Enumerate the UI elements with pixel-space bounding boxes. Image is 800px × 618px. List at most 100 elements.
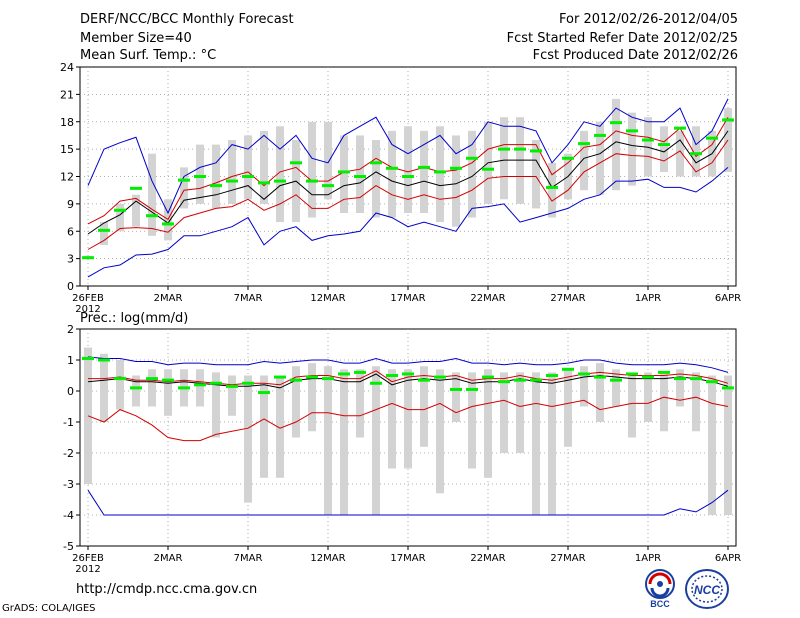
prec-ytick-label: -3 [63, 478, 74, 491]
prec-ytick-label: 2 [67, 323, 74, 336]
temp-control-marker [258, 181, 270, 185]
prec-control-marker [306, 375, 318, 379]
variable-label: Mean Surf. Temp.: °C [80, 48, 217, 63]
prec-control-marker [146, 377, 158, 381]
temp-control-marker [178, 178, 190, 182]
temp-spread-box [500, 117, 508, 200]
temp-red-low-line [87, 139, 729, 250]
prec-control-marker [162, 378, 174, 382]
temp-spread-box [324, 121, 332, 200]
temp-control-marker [546, 185, 558, 189]
temp-control-marker [98, 228, 110, 232]
temp-ytick-label: 12 [60, 171, 74, 184]
temp-ytick-label: 3 [67, 253, 74, 266]
prec-control-marker [194, 383, 206, 387]
prec-control-marker [370, 381, 382, 385]
chart-title: DERF/NCC/BCC Monthly Forecast [80, 12, 294, 27]
prec-spread-box [548, 372, 556, 515]
prec-control-marker [658, 370, 670, 374]
prec-spread-box [516, 372, 524, 453]
prec-control-marker [98, 358, 110, 362]
temp-spread-box [404, 126, 412, 213]
prec-control-marker [354, 370, 366, 374]
temp-spread-box [180, 167, 188, 209]
temp-xtick-label: 2MAR [154, 293, 183, 304]
prec-control-marker [322, 377, 334, 381]
temp-spread-box [436, 126, 444, 223]
prec-ensemble-mean-line [87, 373, 729, 389]
prec-spread-box [628, 375, 636, 438]
prec-control-marker [178, 386, 190, 390]
prec-red-high-line [88, 370, 729, 386]
prec-xtick-label: 6APR [715, 553, 741, 564]
prec-xtick-label: 22MAR [470, 553, 505, 564]
temp-spread-box [132, 194, 140, 227]
prec-ytick-label: 1 [67, 354, 74, 367]
source-url[interactable]: http://cmdp.ncc.cma.gov.cn [76, 582, 258, 597]
prec-xtick-label: 12MAR [310, 553, 345, 564]
temp-spread-box [372, 140, 380, 218]
prec-blue-high-line [87, 356, 729, 373]
prec-control-marker [450, 387, 462, 391]
prec-xtick-label: 2MAR [154, 553, 183, 564]
prec-ytick-label: -1 [63, 416, 74, 429]
prec-spread-box [468, 372, 476, 469]
temp-control-marker [194, 175, 206, 178]
temp-spread-box [244, 135, 252, 200]
prec-xtick-year: 2012 [75, 564, 100, 575]
produced-date: Fcst Produced Date 2012/02/26 [532, 48, 738, 63]
temp-ytick-label: 24 [60, 61, 74, 74]
temp-control-marker [466, 156, 478, 160]
prec-xtick-label: 27MAR [550, 553, 585, 564]
temp-control-marker [674, 126, 686, 130]
temp-control-marker [114, 208, 126, 212]
prec-ytick-label: 0 [67, 385, 74, 398]
temp-spread-box [212, 144, 220, 209]
temp-spread-box [468, 130, 476, 218]
prec-ytick-label: -5 [63, 540, 74, 553]
temp-spread-box [308, 121, 316, 218]
temp-control-marker [146, 214, 158, 218]
temp-spread-box [676, 130, 684, 177]
temp-spread-box [420, 130, 428, 213]
prec-spread-box [580, 366, 588, 407]
prec-spread-box [324, 366, 332, 515]
bcc-logo: BCC [645, 569, 675, 608]
temp-xtick-label: 22MAR [470, 293, 505, 304]
temp-control-marker [306, 179, 318, 183]
temp-spread-box [276, 126, 284, 223]
prec-control-marker [626, 372, 638, 376]
temp-xtick-year: 2012 [75, 304, 100, 315]
prec-control-marker [418, 378, 430, 382]
temp-xtick-label: 7MAR [234, 293, 263, 304]
temp-spread-box [196, 144, 204, 204]
prec-control-marker [290, 378, 302, 382]
prec-spread-box [388, 369, 396, 469]
prec-control-marker [434, 375, 446, 379]
temp-control-marker [498, 147, 510, 151]
temp-spread-box [388, 130, 396, 218]
prec-red-low-line [87, 396, 729, 442]
refer-date: Fcst Started Refer Date 2012/02/25 [506, 31, 738, 46]
prec-control-marker [82, 356, 94, 360]
temp-control-marker [370, 161, 382, 165]
temp-control-marker [130, 186, 142, 190]
temp-xtick-label: 6APR [715, 293, 741, 304]
temp-spread-box [356, 135, 364, 213]
temp-spread-box [116, 203, 124, 232]
temp-spread-box [612, 98, 620, 191]
prec-control-marker [546, 374, 558, 377]
temp-control-marker [226, 179, 238, 183]
temp-control-marker [530, 149, 542, 153]
prec-control-marker [610, 378, 622, 382]
prec-spread-box [660, 372, 668, 432]
prec-spread-box [484, 369, 492, 478]
prec-spread-box [164, 369, 172, 416]
prec-control-marker [258, 391, 270, 395]
temp-xtick-label: 1APR [635, 293, 661, 304]
temp-xtick-label: 26FEB [72, 293, 104, 304]
temp-control-marker [210, 184, 222, 188]
temp-control-marker [386, 166, 398, 170]
prec-control-marker [242, 381, 254, 385]
